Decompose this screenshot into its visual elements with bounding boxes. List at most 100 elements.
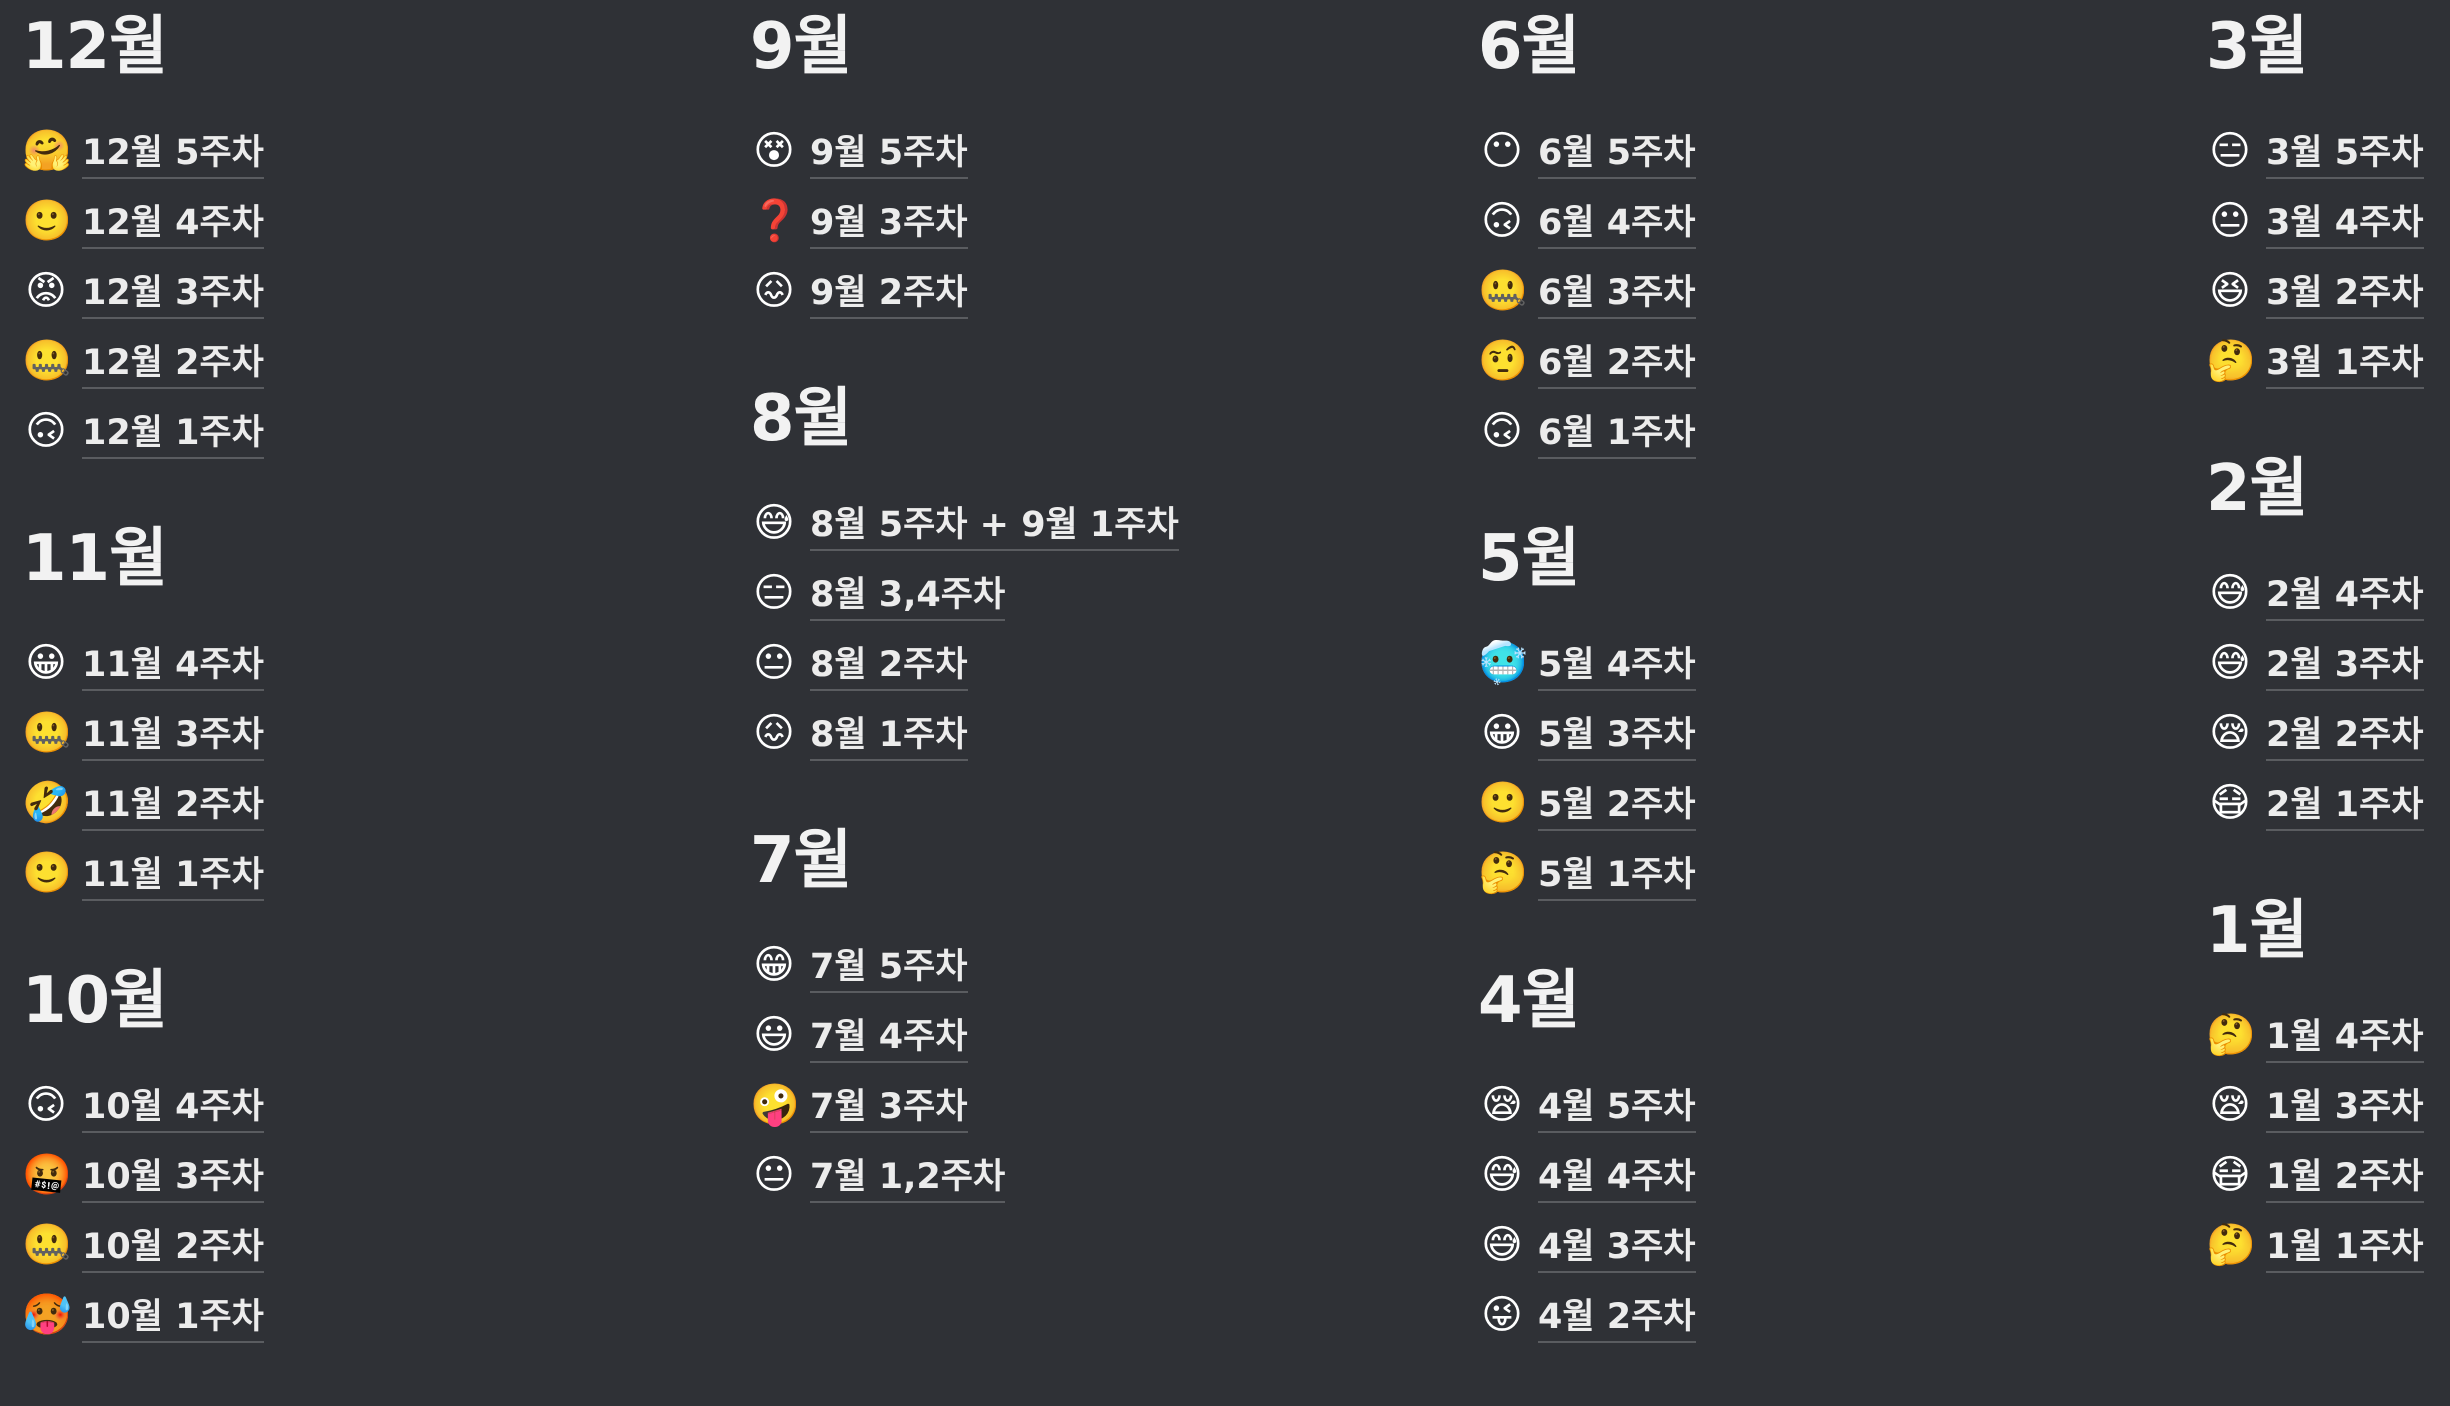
- page-title[interactable]: 11월 4주차: [82, 636, 264, 691]
- page-title[interactable]: 8월 2주차: [810, 636, 968, 691]
- page-title[interactable]: 7월 5주차: [810, 938, 968, 993]
- page-title[interactable]: 1월 1주차: [2266, 1218, 2424, 1273]
- page-title[interactable]: 2월 3주차: [2266, 636, 2424, 691]
- page-link[interactable]: 😖 8월 1주차: [750, 698, 1179, 768]
- page-link[interactable]: 😐 3월 4주차: [2206, 186, 2424, 256]
- page-title[interactable]: 10월 3주차: [82, 1148, 264, 1203]
- page-title[interactable]: 11월 2주차: [82, 776, 264, 831]
- page-link[interactable]: 😅 2월 3주차: [2206, 628, 2424, 698]
- page-list: 😑 3월 5주차 😐 3월 4주차 😆 3월 2주차 🤔 3월 1주차: [2206, 116, 2424, 396]
- page-title[interactable]: 3월 1주차: [2266, 334, 2424, 389]
- page-title[interactable]: 12월 2주차: [82, 334, 264, 389]
- page-title[interactable]: 1월 3주차: [2266, 1078, 2424, 1133]
- page-link[interactable]: 😪 2월 2주차: [2206, 698, 2424, 768]
- page-link[interactable]: 🥵 10월 1주차: [22, 1280, 264, 1350]
- page-title[interactable]: 5월 2주차: [1538, 776, 1696, 831]
- page-link[interactable]: 😃 7월 4주차: [750, 1000, 1179, 1070]
- page-link[interactable]: 🙂 5월 2주차: [1478, 768, 1696, 838]
- page-link[interactable]: 😀 11월 4주차: [22, 628, 264, 698]
- page-title[interactable]: 10월 4주차: [82, 1078, 264, 1133]
- page-link[interactable]: 😅 4월 4주차: [1478, 1140, 1696, 1210]
- page-title[interactable]: 4월 5주차: [1538, 1078, 1696, 1133]
- page-link[interactable]: 🙃 6월 4주차: [1478, 186, 1696, 256]
- page-link[interactable]: 😪 4월 5주차: [1478, 1070, 1696, 1140]
- page-title[interactable]: 6월 2주차: [1538, 334, 1696, 389]
- page-title[interactable]: 1월 2주차: [2266, 1148, 2424, 1203]
- page-link[interactable]: 😀 5월 3주차: [1478, 698, 1696, 768]
- page-link[interactable]: 🤐 11월 3주차: [22, 698, 264, 768]
- page-link[interactable]: 🙂 11월 1주차: [22, 838, 264, 908]
- page-title[interactable]: 2월 2주차: [2266, 706, 2424, 761]
- page-title[interactable]: 12월 3주차: [82, 264, 264, 319]
- page-title[interactable]: 2월 4주차: [2266, 566, 2424, 621]
- page-title[interactable]: 2월 1주차: [2266, 776, 2424, 831]
- page-title[interactable]: 6월 4주차: [1538, 194, 1696, 249]
- page-link[interactable]: 🤣 11월 2주차: [22, 768, 264, 838]
- page-link[interactable]: 🤔 1월 1주차: [2206, 1210, 2424, 1280]
- page-title[interactable]: 7월 4주차: [810, 1008, 968, 1063]
- page-link[interactable]: 🤐 6월 3주차: [1478, 256, 1696, 326]
- page-link[interactable]: 🤨 6월 2주차: [1478, 326, 1696, 396]
- page-title[interactable]: 11월 3주차: [82, 706, 264, 761]
- page-title[interactable]: 3월 2주차: [2266, 264, 2424, 319]
- page-title[interactable]: 6월 1주차: [1538, 404, 1696, 459]
- page-link[interactable]: 🙃 10월 4주차: [22, 1070, 264, 1140]
- page-link[interactable]: 🤗 12월 5주차: [22, 116, 264, 186]
- page-title[interactable]: 1월 4주차: [2266, 1008, 2424, 1063]
- page-link[interactable]: 😆 3월 2주차: [2206, 256, 2424, 326]
- page-title[interactable]: 12월 4주차: [82, 194, 264, 249]
- page-link[interactable]: 😖 9월 2주차: [750, 256, 1179, 326]
- page-title[interactable]: 4월 4주차: [1538, 1148, 1696, 1203]
- page-link[interactable]: 🥶 5월 4주차: [1478, 628, 1696, 698]
- page-link[interactable]: 😁 7월 5주차: [750, 930, 1179, 1000]
- page-title[interactable]: 9월 2주차: [810, 264, 968, 319]
- page-link[interactable]: 🤔 5월 1주차: [1478, 838, 1696, 908]
- page-title[interactable]: 9월 5주차: [810, 124, 968, 179]
- page-title[interactable]: 7월 1,2주차: [810, 1148, 1006, 1203]
- page-link[interactable]: 😪 1월 3주차: [2206, 1070, 2424, 1140]
- page-title[interactable]: 6월 3주차: [1538, 264, 1696, 319]
- page-title[interactable]: 4월 2주차: [1538, 1288, 1696, 1343]
- page-link[interactable]: 😐 7월 1,2주차: [750, 1140, 1179, 1210]
- page-title[interactable]: 11월 1주차: [82, 846, 264, 901]
- page-link[interactable]: 🙃 12월 1주차: [22, 396, 264, 466]
- page-list: 🤗 12월 5주차 🙂 12월 4주차 😡 12월 3주차 🤐 12월 2주차 🙃 12월 1주차: [22, 116, 264, 466]
- page-link[interactable]: 😅 4월 3주차: [1478, 1210, 1696, 1280]
- page-link[interactable]: ❓ 9월 3주차: [750, 186, 1179, 256]
- page-link[interactable]: 🙃 6월 1주차: [1478, 396, 1696, 466]
- page-link[interactable]: 😷 2월 1주차: [2206, 768, 2424, 838]
- page-link[interactable]: 🙂 12월 4주차: [22, 186, 264, 256]
- page-link[interactable]: 😶 6월 5주차: [1478, 116, 1696, 186]
- page-link[interactable]: 😅 2월 4주차: [2206, 558, 2424, 628]
- page-link[interactable]: 🤔 1월 4주차: [2206, 1000, 2424, 1070]
- page-title[interactable]: 10월 1주차: [82, 1288, 264, 1343]
- page-title[interactable]: 12월 1주차: [82, 404, 264, 459]
- page-title[interactable]: 3월 5주차: [2266, 124, 2424, 179]
- page-title[interactable]: 3월 4주차: [2266, 194, 2424, 249]
- page-title[interactable]: 6월 5주차: [1538, 124, 1696, 179]
- page-link[interactable]: 😑 8월 3,4주차: [750, 558, 1179, 628]
- page-title[interactable]: 5월 1주차: [1538, 846, 1696, 901]
- page-title[interactable]: 8월 3,4주차: [810, 566, 1006, 621]
- page-title[interactable]: 5월 3주차: [1538, 706, 1696, 761]
- page-link[interactable]: 😐 8월 2주차: [750, 628, 1179, 698]
- page-link[interactable]: 😷 1월 2주차: [2206, 1140, 2424, 1210]
- page-title[interactable]: 4월 3주차: [1538, 1218, 1696, 1273]
- page-link[interactable]: 🤔 3월 1주차: [2206, 326, 2424, 396]
- page-title[interactable]: 7월 3주차: [810, 1078, 968, 1133]
- page-title[interactable]: 12월 5주차: [82, 124, 264, 179]
- page-link[interactable]: 🤪 7월 3주차: [750, 1070, 1179, 1140]
- page-link[interactable]: 😅 8월 5주차 + 9월 1주차: [750, 488, 1179, 558]
- page-title[interactable]: 8월 5주차 + 9월 1주차: [810, 496, 1179, 551]
- page-title[interactable]: 10월 2주차: [82, 1218, 264, 1273]
- page-link[interactable]: 🤬 10월 3주차: [22, 1140, 264, 1210]
- page-title[interactable]: 5월 4주차: [1538, 636, 1696, 691]
- page-link[interactable]: 🤐 12월 2주차: [22, 326, 264, 396]
- page-link[interactable]: 🤐 10월 2주차: [22, 1210, 264, 1280]
- page-title[interactable]: 8월 1주차: [810, 706, 968, 761]
- page-link[interactable]: 😜 4월 2주차: [1478, 1280, 1696, 1350]
- page-link[interactable]: 😡 12월 3주차: [22, 256, 264, 326]
- page-link[interactable]: 😵 9월 5주차: [750, 116, 1179, 186]
- page-link[interactable]: 😑 3월 5주차: [2206, 116, 2424, 186]
- page-title[interactable]: 9월 3주차: [810, 194, 968, 249]
